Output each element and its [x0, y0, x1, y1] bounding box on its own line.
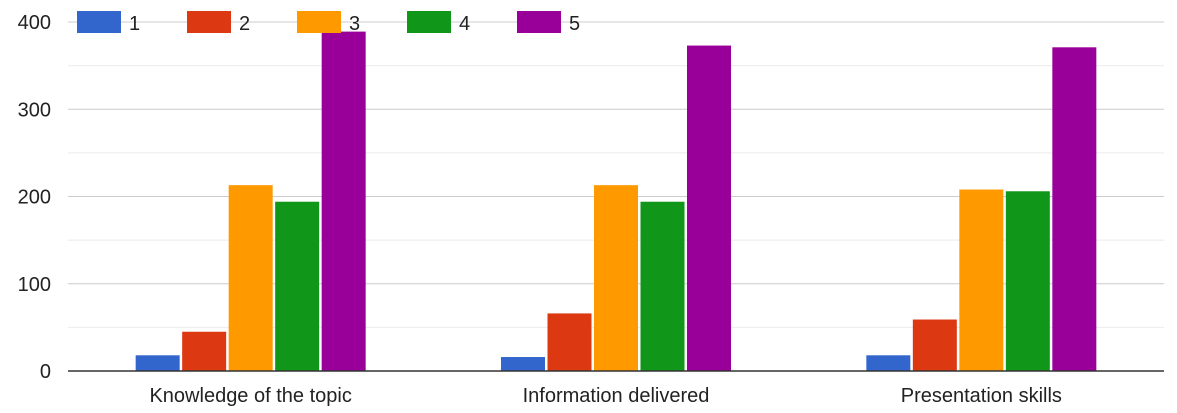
bar-series-5-knowledge-of-the-topic: [321, 31, 366, 371]
bar-series-2-presentation-skills: [912, 319, 957, 371]
bars: [135, 31, 1097, 372]
bar-series-5-presentation-skills: [1052, 47, 1097, 372]
x-axis-category-labels: Knowledge of the topic Information delive…: [149, 385, 1061, 407]
bar-series-5-information-delivered: [687, 45, 731, 372]
bar-series-2-information-delivered: [547, 313, 592, 371]
y-tick-label: 200: [18, 187, 51, 209]
y-tick-label: 300: [18, 99, 51, 121]
y-axis-tick-labels: 0 100 200 300 400: [18, 12, 51, 383]
bar-series-1-knowledge-of-the-topic: [135, 355, 180, 371]
x-category-label: Knowledge of the topic: [149, 385, 351, 407]
legend-label-4: 4: [459, 13, 470, 35]
bar-series-4-knowledge-of-the-topic: [275, 201, 320, 371]
x-category-label: Presentation skills: [901, 385, 1062, 407]
bar-series-1-information-delivered: [501, 357, 545, 371]
legend-swatch-2: [187, 11, 231, 33]
legend-swatch-1: [77, 11, 121, 33]
legend-label-5: 5: [569, 13, 580, 35]
y-tick-label: 400: [18, 12, 51, 34]
legend-label-2: 2: [239, 13, 250, 35]
y-tick-label: 100: [18, 274, 51, 296]
bar-series-3-information-delivered: [594, 185, 638, 371]
y-tick-label: 0: [40, 361, 51, 383]
legend-label-3: 3: [349, 13, 360, 35]
x-category-label: Information delivered: [523, 385, 710, 407]
legend-swatch-3: [297, 11, 341, 33]
bar-series-4-information-delivered: [640, 201, 685, 371]
legend-label-1: 1: [129, 13, 140, 35]
legend-swatch-4: [407, 11, 451, 33]
legend-swatch-5: [517, 11, 561, 33]
legend: 1 2 3 4 5: [77, 11, 580, 35]
bar-series-1-presentation-skills: [866, 355, 911, 371]
bar-series-3-presentation-skills: [959, 189, 1004, 371]
bar-series-3-knowledge-of-the-topic: [228, 185, 273, 371]
bar-series-4-presentation-skills: [1005, 191, 1050, 371]
bar-series-2-knowledge-of-the-topic: [182, 331, 227, 371]
